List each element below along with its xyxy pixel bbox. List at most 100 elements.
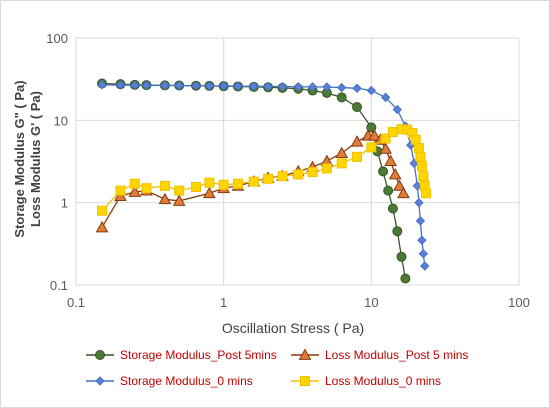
data-point-diamond	[97, 80, 107, 90]
series-layer	[95, 78, 432, 284]
data-point-diamond	[366, 85, 377, 96]
legend-item: Loss Modulus_0 mins	[291, 374, 441, 388]
x-axis-title: Oscillation Stress ( Pa)	[222, 320, 364, 336]
data-point-triangle	[368, 129, 381, 141]
data-point-diamond	[130, 80, 140, 90]
data-point-diamond	[336, 82, 347, 93]
y-tick-label: 0.1	[50, 278, 68, 293]
legend: Storage Modulus_Post 5mins Loss Modulus_P…	[86, 348, 468, 388]
data-point-square	[263, 173, 274, 184]
y-axis-title-loss: Loss Modulus G' ( Pa)	[28, 91, 43, 227]
data-point-circle	[387, 203, 398, 214]
legend-marker-triangle	[298, 348, 312, 360]
data-point-diamond	[233, 81, 243, 91]
grid-layer	[75, 37, 520, 286]
data-point-triangle	[335, 146, 349, 158]
data-point-circle	[400, 273, 411, 284]
axis-layer: 0.1 1 10 100 0.1 1 10 100	[46, 31, 530, 310]
data-point-circle	[352, 102, 363, 113]
data-point-square	[416, 160, 427, 171]
data-point-square	[174, 185, 185, 196]
data-point-square	[159, 180, 170, 191]
data-point-square	[97, 205, 108, 216]
data-point-triangle	[172, 194, 186, 206]
legend-item: Loss Modulus_Post 5 mins	[291, 348, 468, 362]
data-point-diamond	[293, 82, 303, 92]
legend-marker-square	[300, 376, 310, 386]
data-point-circle	[392, 226, 403, 237]
data-point-diamond	[420, 261, 430, 271]
data-point-square	[336, 158, 347, 169]
legend-label: Loss Modulus_0 mins	[325, 374, 441, 388]
data-point-diamond	[204, 81, 215, 91]
data-point-square	[307, 167, 318, 178]
data-point-square	[352, 151, 363, 162]
data-point-square	[410, 134, 421, 145]
data-point-square	[129, 178, 140, 189]
legend-label: Storage Modulus_Post 5mins	[120, 348, 277, 362]
data-point-diamond	[414, 197, 424, 208]
data-point-circle	[336, 92, 347, 103]
data-point-diamond	[174, 80, 184, 91]
data-point-diamond	[249, 81, 259, 92]
data-point-diamond	[160, 80, 170, 91]
data-point-square	[191, 181, 202, 192]
data-point-square	[366, 142, 377, 153]
data-point-triangle	[95, 220, 109, 233]
data-point-square	[204, 177, 215, 188]
data-point-triangle	[128, 185, 142, 197]
data-point-diamond	[415, 216, 426, 226]
data-point-diamond	[352, 83, 362, 93]
data-point-diamond	[277, 81, 288, 92]
data-point-diamond	[307, 82, 318, 92]
data-point-square	[387, 127, 398, 138]
y-tick-label: 100	[46, 31, 68, 46]
data-point-triangle	[203, 186, 216, 199]
data-point-square	[115, 185, 126, 196]
y-axis-title-storage: Storage Modulus G" ( Pa)	[12, 80, 27, 237]
series-4	[97, 124, 432, 216]
y-tick-label: 10	[54, 113, 68, 128]
legend-label: Loss Modulus_Post 5 mins	[325, 348, 468, 362]
legend-marker-circle	[95, 350, 105, 360]
data-point-triangle	[158, 192, 172, 205]
data-point-diamond	[141, 80, 152, 91]
data-point-diamond	[417, 235, 427, 245]
data-point-diamond	[380, 92, 391, 103]
data-point-square	[380, 133, 391, 144]
data-point-circle	[366, 122, 377, 133]
data-point-diamond	[115, 80, 126, 90]
series-3	[97, 80, 430, 271]
data-point-circle	[396, 251, 407, 262]
y-tick-label: 1	[61, 196, 68, 211]
legend-item: Storage Modulus_Post 5mins	[86, 348, 277, 362]
data-point-circle	[378, 166, 389, 177]
data-point-square	[421, 188, 432, 199]
data-point-triangle	[397, 186, 410, 199]
data-point-triangle	[393, 179, 406, 191]
data-point-square	[418, 171, 429, 182]
x-tick-label: 10	[364, 295, 378, 310]
data-point-diamond	[392, 104, 403, 115]
data-point-triangle	[350, 135, 364, 147]
data-point-diamond	[322, 82, 332, 92]
data-point-square	[415, 151, 426, 162]
data-point-triangle	[379, 142, 392, 154]
data-point-square	[321, 163, 332, 174]
data-point-triangle	[384, 154, 397, 166]
data-point-triangle	[388, 167, 402, 180]
data-point-square	[293, 169, 304, 180]
data-point-square	[218, 179, 229, 190]
x-tick-label: 1	[220, 295, 227, 310]
data-point-diamond	[218, 81, 229, 91]
x-tick-label: 0.1	[67, 295, 85, 310]
data-point-square	[232, 178, 243, 189]
legend-label: Storage Modulus_0 mins	[120, 374, 253, 388]
data-point-square	[413, 143, 424, 154]
data-point-square	[141, 183, 152, 194]
data-point-diamond	[191, 81, 201, 91]
data-point-diamond	[418, 248, 429, 259]
data-point-square	[277, 171, 288, 182]
